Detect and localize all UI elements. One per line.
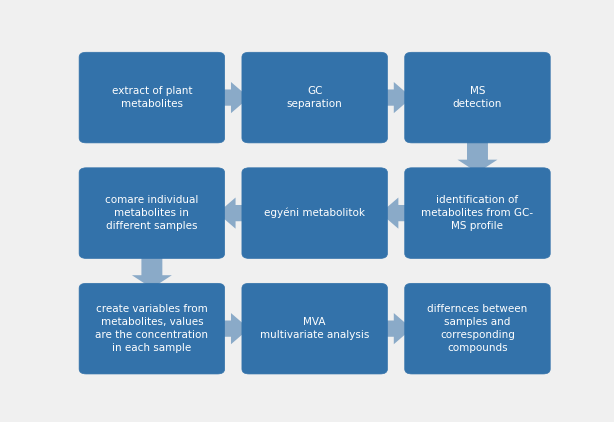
Text: differnces between
samples and
corresponding
compounds: differnces between samples and correspon… — [427, 304, 527, 354]
Polygon shape — [380, 82, 412, 113]
Text: GC
separation: GC separation — [287, 86, 343, 109]
Polygon shape — [380, 313, 412, 344]
FancyBboxPatch shape — [242, 283, 387, 374]
FancyBboxPatch shape — [405, 52, 550, 143]
FancyBboxPatch shape — [79, 168, 225, 258]
FancyBboxPatch shape — [79, 283, 225, 374]
FancyBboxPatch shape — [79, 52, 225, 143]
FancyBboxPatch shape — [405, 168, 550, 258]
Text: create variables from
metabolites, values
are the concentration
in each sample: create variables from metabolites, value… — [95, 304, 208, 354]
Text: MS
detection: MS detection — [453, 86, 502, 109]
Polygon shape — [217, 197, 249, 229]
Polygon shape — [457, 138, 497, 173]
FancyBboxPatch shape — [242, 168, 387, 258]
Text: MVA
multivariate analysis: MVA multivariate analysis — [260, 317, 370, 340]
Polygon shape — [217, 82, 249, 113]
FancyBboxPatch shape — [405, 283, 550, 374]
Polygon shape — [217, 313, 249, 344]
FancyBboxPatch shape — [242, 52, 387, 143]
Polygon shape — [132, 254, 172, 288]
Text: egyéni metabolitok: egyéni metabolitok — [264, 208, 365, 218]
Text: extract of plant
metabolites: extract of plant metabolites — [112, 86, 192, 109]
Text: identification of
metabolites from GC-
MS profile: identification of metabolites from GC- M… — [421, 195, 534, 231]
Polygon shape — [380, 197, 412, 229]
Text: comare individual
metabolites in
different samples: comare individual metabolites in differe… — [105, 195, 198, 231]
